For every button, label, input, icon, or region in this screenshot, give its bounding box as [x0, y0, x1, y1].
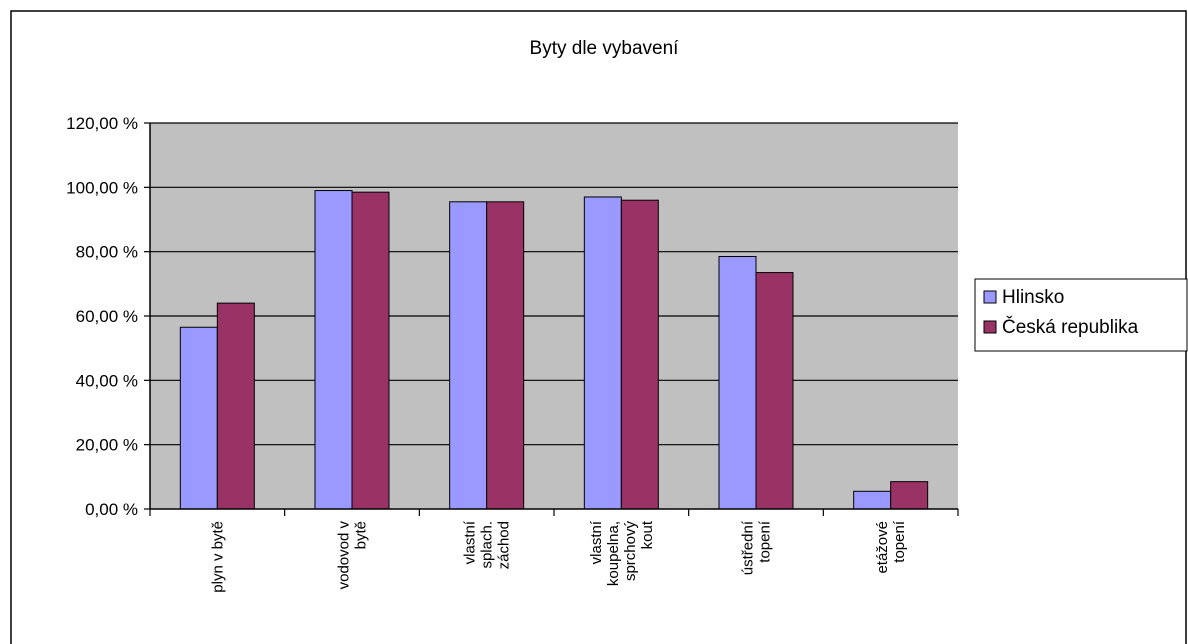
bar-series-2 [890, 481, 929, 510]
svg-text:plyn v bytě: plyn v bytě [209, 521, 226, 593]
axes [144, 122, 959, 516]
category-label: etážovétopení [874, 520, 908, 573]
chart-title: Byty dle vybavení [530, 38, 680, 59]
bar-series-1 [179, 326, 218, 510]
bar-series-2 [755, 272, 794, 510]
legend-label: Hlinsko [1002, 287, 1064, 308]
bar-series-1 [853, 490, 892, 510]
svg-text:etážovétopení: etážovétopení [874, 520, 908, 573]
bar-series-2 [486, 201, 525, 510]
bar-series-1 [314, 190, 353, 510]
legend: Hlinsko Česká republika [974, 278, 1188, 352]
y-tick-label: 40,00 % [76, 371, 138, 390]
bars [179, 190, 929, 510]
bar-series-1 [718, 255, 757, 510]
y-tick-label: 20,00 % [76, 436, 138, 455]
svg-text:ústřednítopení: ústřednítopení [740, 520, 774, 575]
legend-label: Česká republika [1002, 316, 1139, 338]
legend-box [974, 278, 1188, 352]
y-tick-label: 60,00 % [76, 307, 138, 326]
bar-series-1 [583, 196, 622, 510]
category-label: vlastníkoupelna,sprchovýkout [588, 520, 656, 586]
svg-text:vodovod vbytě: vodovod vbytě [336, 521, 370, 590]
bar-series-2 [351, 191, 390, 510]
gridlines [150, 122, 958, 446]
y-tick-label: 120,00 % [66, 114, 138, 133]
bar-series-1 [449, 201, 488, 510]
bar-series-2 [216, 302, 255, 510]
svg-text:vlastnísplach.záchod: vlastnísplach.záchod [462, 520, 513, 569]
category-label: plyn v bytě [209, 521, 226, 593]
y-tick-label: 100,00 % [66, 178, 138, 197]
y-tick-labels: 0,00 % 20,00 % 40,00 % 60,00 % 80,00 % 100,00… [66, 114, 138, 519]
y-tick-label: 0,00 % [85, 500, 138, 519]
legend-swatch [983, 290, 997, 304]
svg-text:vlastníkoupelna,sprchovýkout: vlastníkoupelna,sprchovýkout [588, 520, 656, 586]
category-label: vodovod vbytě [336, 521, 370, 590]
category-label: ústřednítopení [740, 520, 774, 575]
bar-series-2 [620, 199, 659, 510]
y-tick-label: 80,00 % [76, 243, 138, 262]
legend-swatch [983, 320, 997, 334]
category-label: vlastnísplach.záchod [462, 520, 513, 569]
category-labels: plyn v bytě vodovod vbytě vlastnísplach.zá… [209, 520, 908, 593]
